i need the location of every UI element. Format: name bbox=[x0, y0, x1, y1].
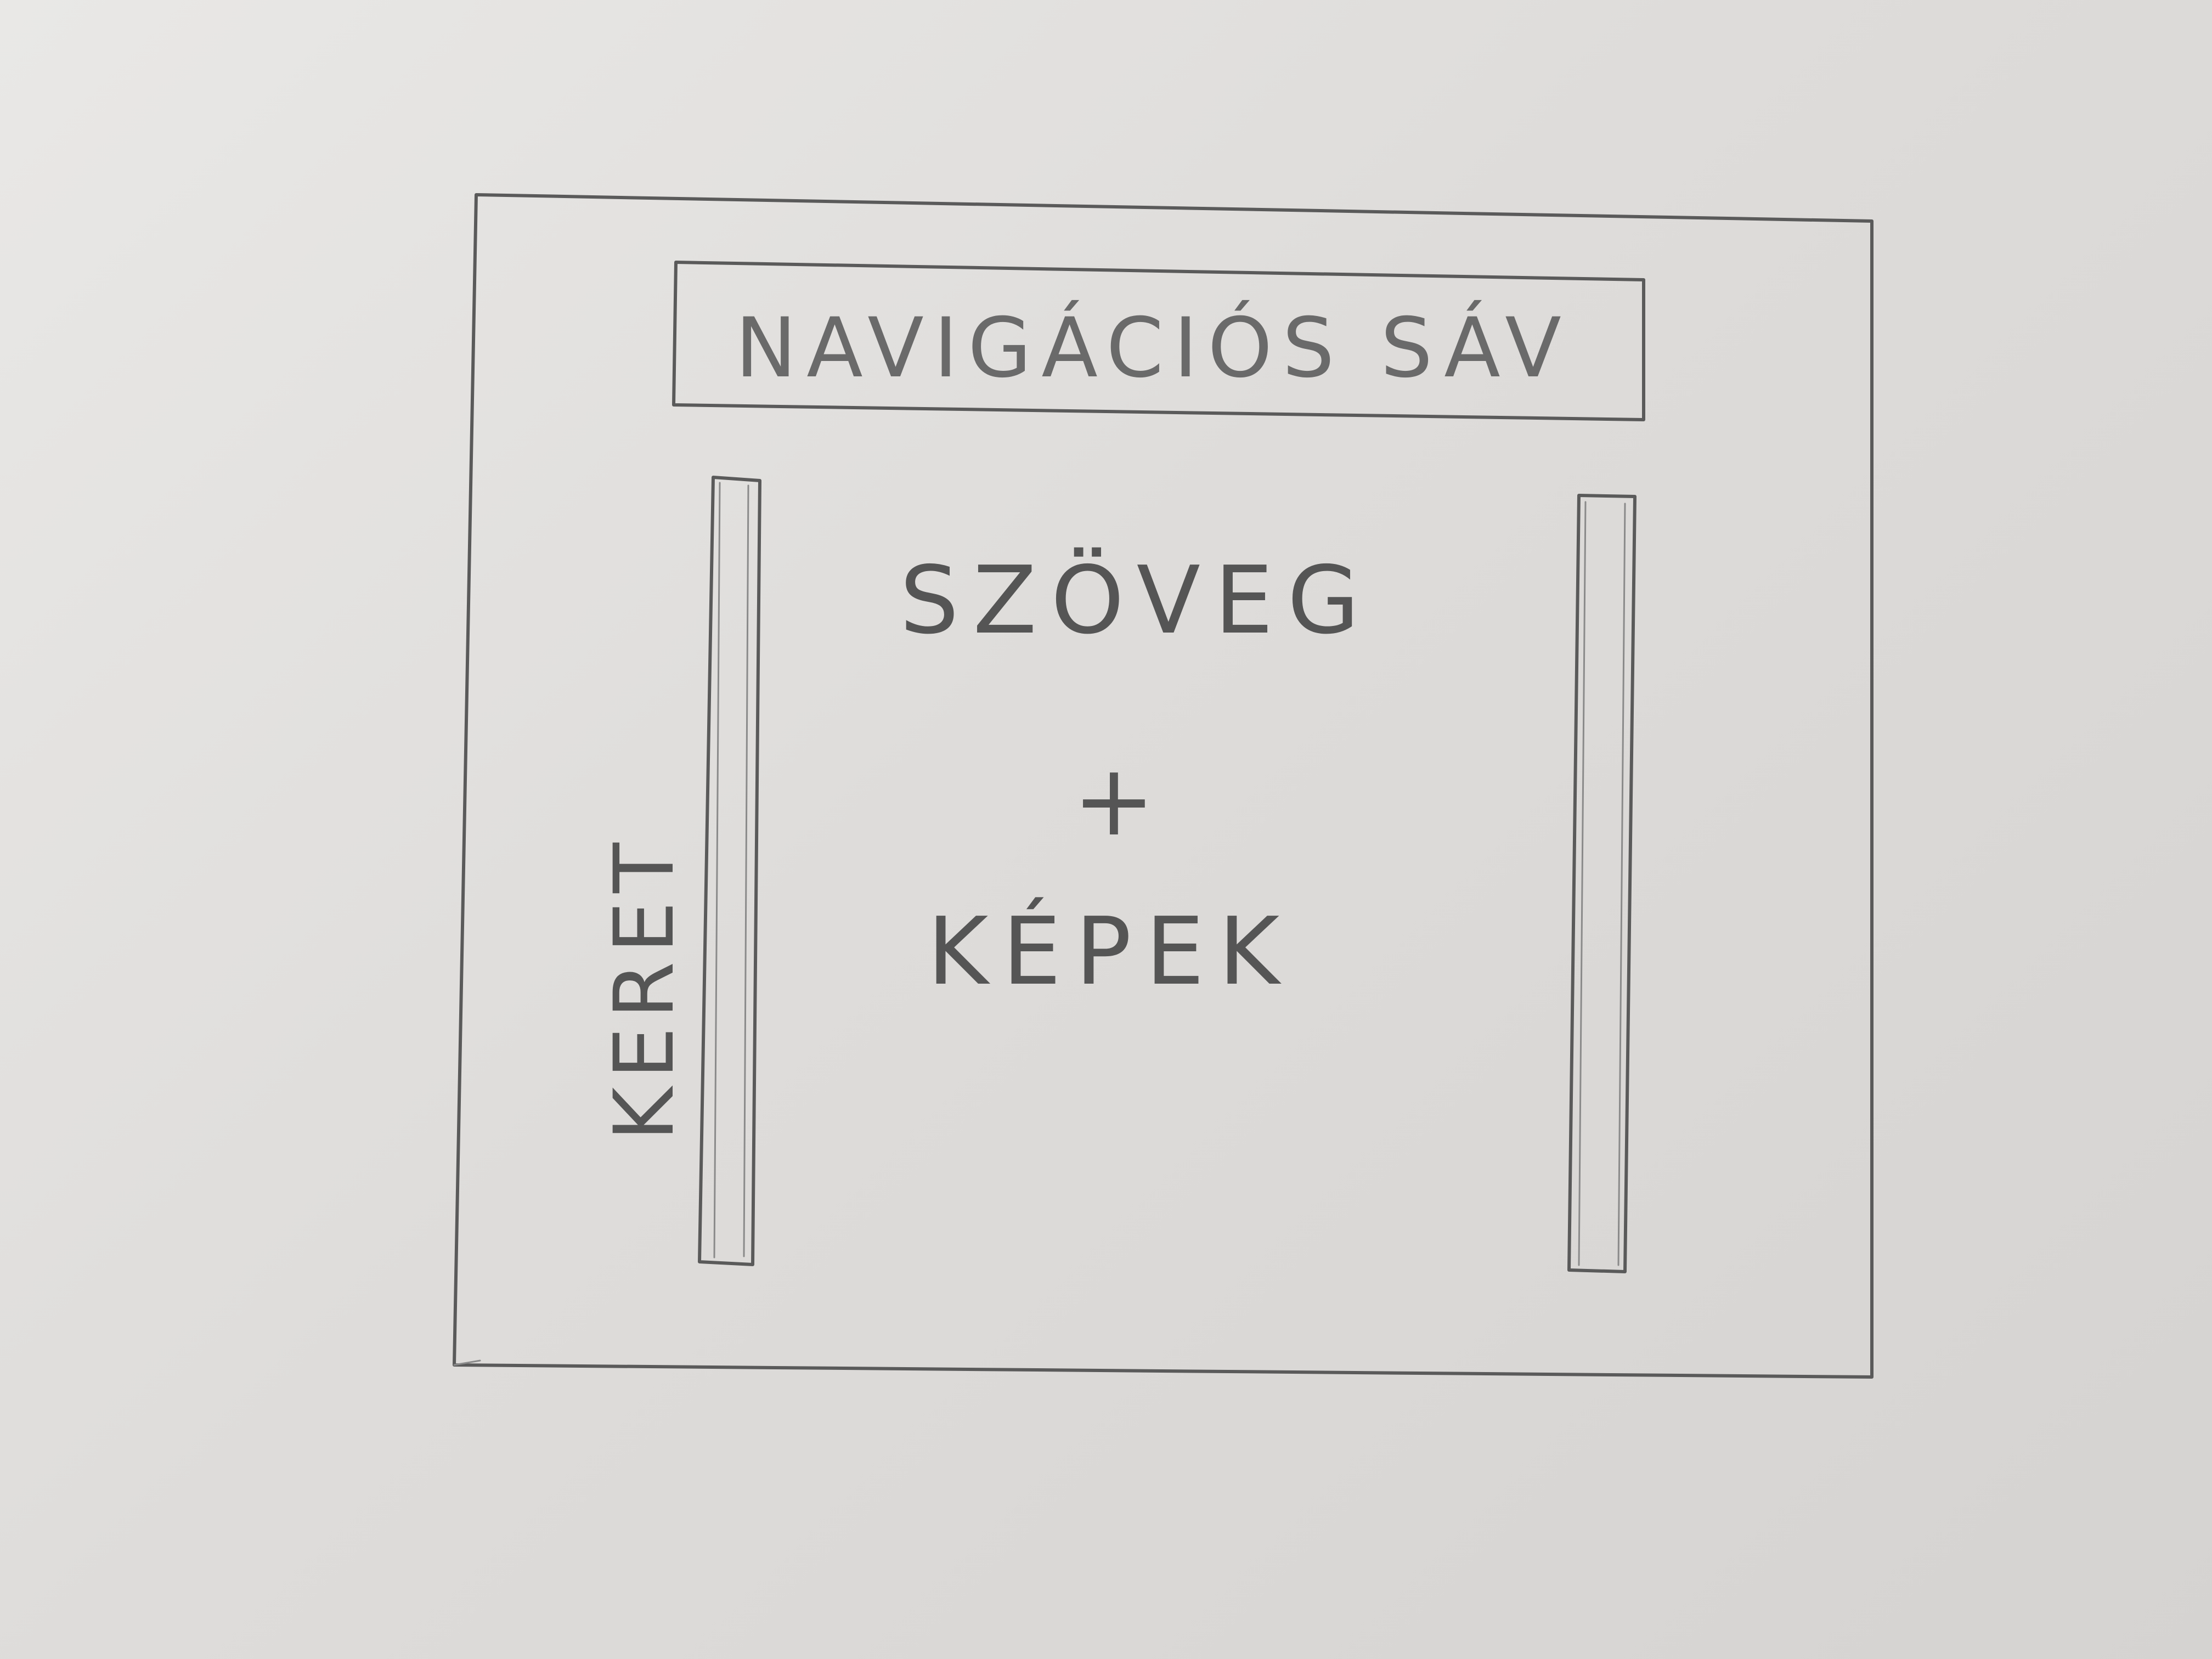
main-images-label: KÉPEK bbox=[927, 898, 1294, 1006]
left-frame-bar bbox=[698, 476, 761, 1266]
page-outline bbox=[453, 193, 1874, 1379]
left-frame-bar-inner bbox=[713, 482, 749, 1259]
right-frame-bar-inner bbox=[1578, 501, 1626, 1266]
navbar-box bbox=[672, 261, 1645, 421]
plus-sign: + bbox=[1073, 743, 1167, 858]
navbar-label: NAVIGÁCIÓS SÁV bbox=[735, 301, 1571, 396]
right-frame-bar bbox=[1567, 494, 1637, 1273]
main-text-label: SZÖVEG bbox=[900, 546, 1374, 655]
frame-label: KERET bbox=[597, 834, 692, 1141]
page-outline-corner-stroke bbox=[453, 1359, 481, 1366]
